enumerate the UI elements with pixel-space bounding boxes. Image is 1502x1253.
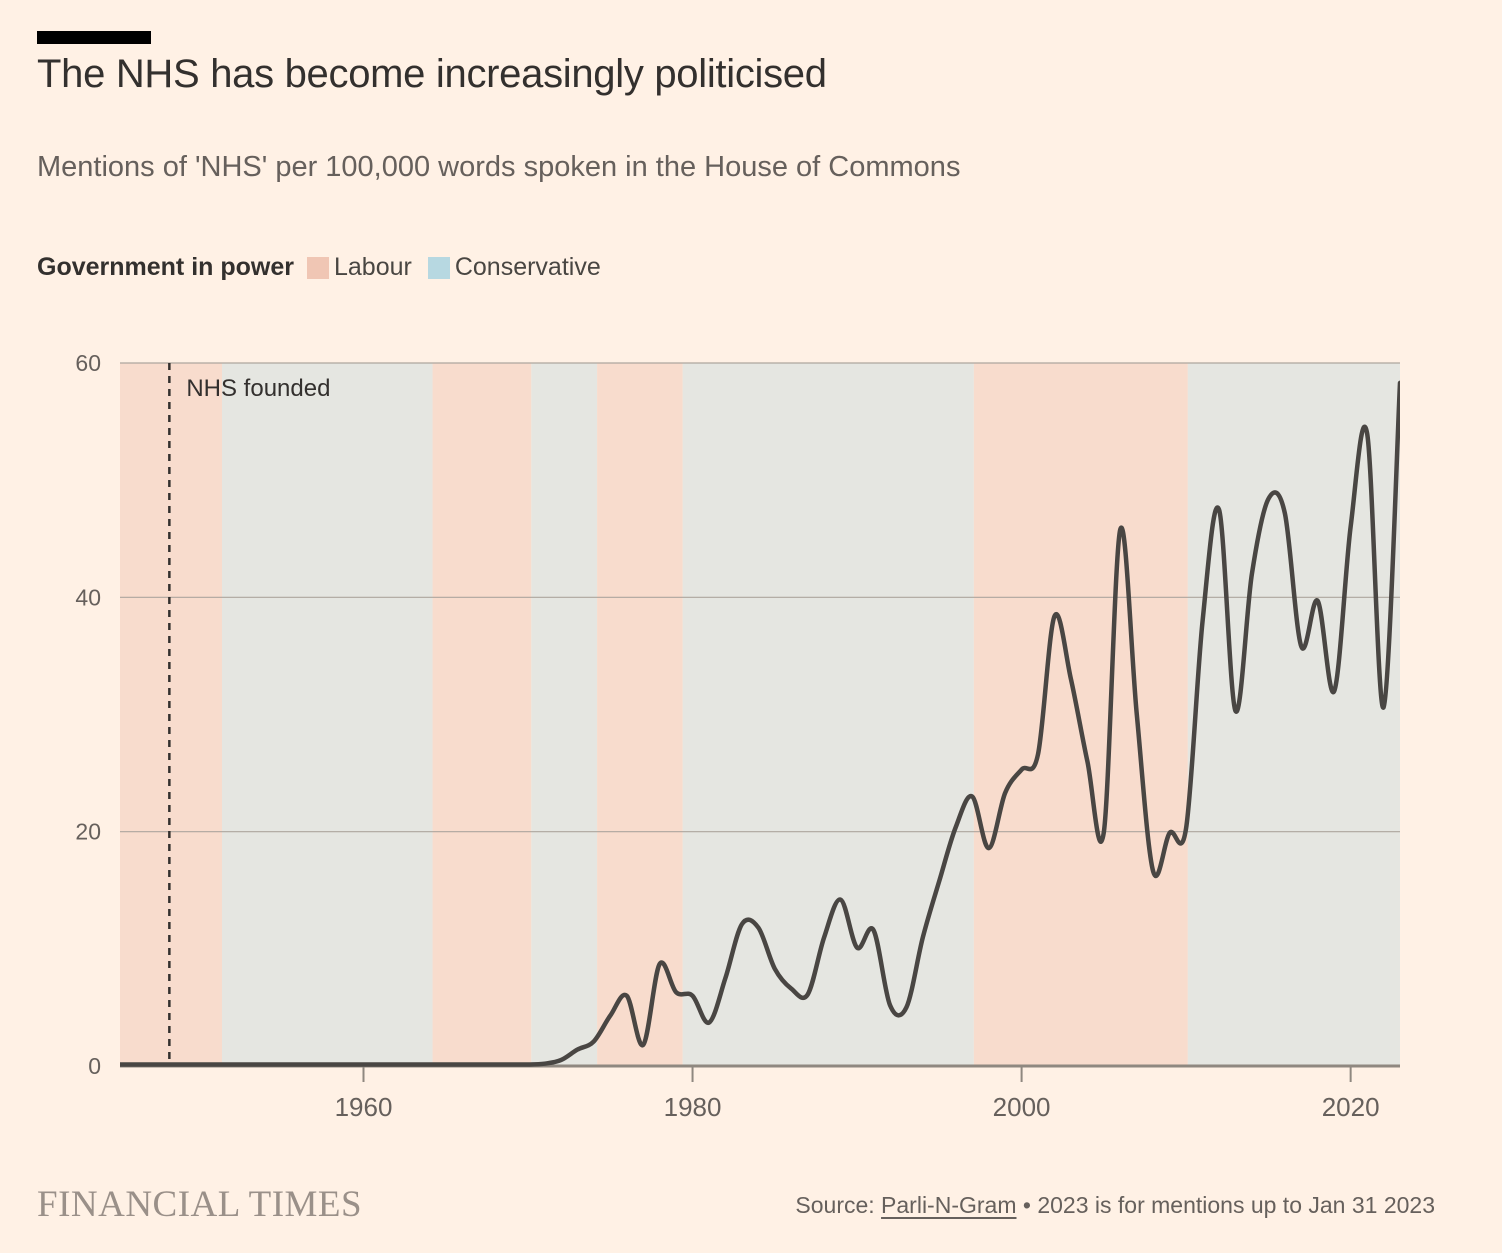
conservative-swatch-icon	[427, 256, 450, 279]
x-axis-label-1980: 1980	[664, 1092, 722, 1122]
legend-item-conservative-label: Conservative	[454, 253, 601, 281]
y-axis-label-40: 40	[75, 584, 101, 610]
source-prefix: Source:	[795, 1192, 882, 1218]
government-band-labour	[432, 363, 532, 1066]
ft-logo: FINANCIAL TIMES	[37, 1184, 363, 1225]
source-note: Source: Parli-N-Gram • 2023 is for menti…	[795, 1192, 1435, 1219]
labour-swatch-icon	[306, 256, 329, 279]
source-suffix: • 2023 is for mentions up to Jan 31 2023	[1016, 1192, 1435, 1218]
government-band-conservative	[222, 363, 433, 1066]
nhs-mentions-data-line	[120, 380, 1400, 1067]
nhs-founded-label: NHS founded	[186, 375, 330, 402]
y-axis-label-0: 0	[88, 1053, 101, 1079]
x-axis-label-2000: 2000	[993, 1092, 1051, 1122]
legend-item-labour-label: Labour	[333, 253, 412, 281]
kicker-bar	[37, 31, 151, 44]
government-band-labour	[120, 363, 223, 1066]
legend-title: Government in power	[37, 253, 294, 281]
government-band-conservative	[531, 363, 598, 1066]
y-axis-label-60: 60	[75, 350, 101, 376]
y-axis-label-20: 20	[75, 819, 101, 845]
legend-item-labour: Labour	[306, 253, 412, 282]
x-axis-label-2020: 2020	[1322, 1092, 1380, 1122]
x-axis-label-1960: 1960	[335, 1092, 393, 1122]
government-band-labour	[973, 363, 1188, 1066]
government-band-conservative	[1187, 363, 1400, 1066]
legend-item-conservative: Conservative	[427, 253, 601, 282]
source-link[interactable]: Parli-N-Gram	[881, 1192, 1017, 1218]
chart-subtitle: Mentions of 'NHS' per 100,000 words spok…	[37, 151, 961, 183]
chart-title: The NHS has become increasingly politici…	[37, 52, 827, 96]
government-band-conservative	[682, 363, 974, 1066]
government-band-labour	[597, 363, 683, 1066]
legend: Government in power Labour Conservative	[37, 253, 617, 282]
